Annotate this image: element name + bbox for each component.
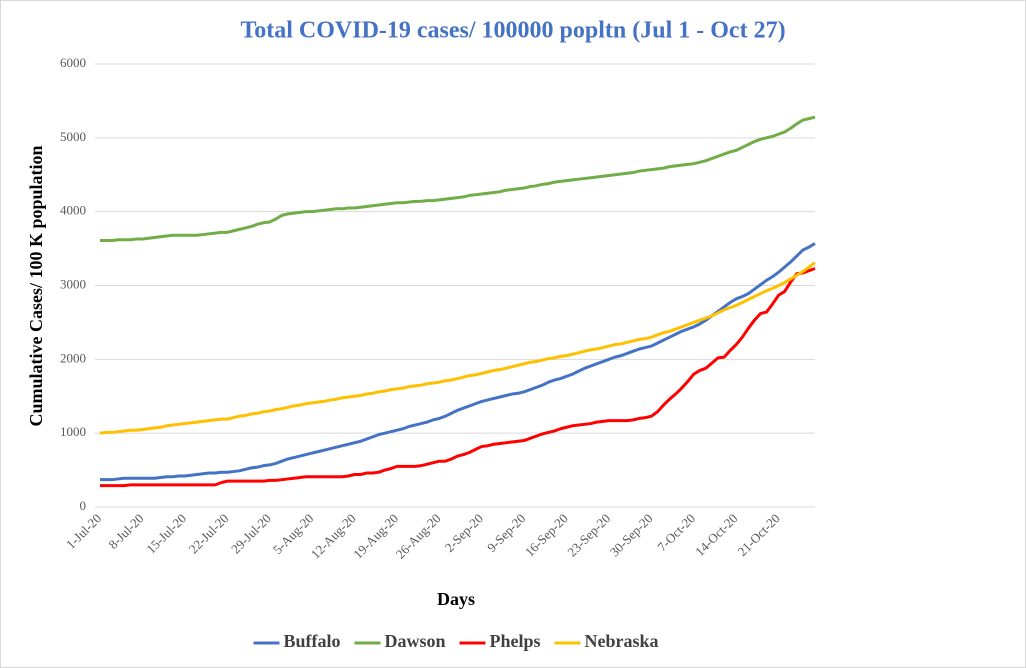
chart-title: Total COVID-19 cases/ 100000 popltn (Jul… xyxy=(240,18,785,44)
legend-label: Phelps xyxy=(490,631,541,651)
series-line xyxy=(100,115,816,242)
y-tick-label: 0 xyxy=(80,498,87,513)
series-line xyxy=(100,242,816,482)
legend-label: Buffalo xyxy=(283,631,340,651)
legend-label: Dawson xyxy=(384,631,445,651)
legend-label: Nebraska xyxy=(585,631,659,651)
y-tick-label: 1000 xyxy=(60,424,86,439)
y-tick-label: 2000 xyxy=(60,350,86,365)
series-line xyxy=(100,267,816,488)
y-tick-label: 6000 xyxy=(60,55,86,70)
y-tick-label: 3000 xyxy=(60,276,86,291)
series-line xyxy=(99,261,816,435)
y-axis-label: Cumulative Cases/ 100 K population xyxy=(26,145,46,426)
y-tick-label: 4000 xyxy=(60,203,86,218)
y-tick-label: 5000 xyxy=(60,129,86,144)
x-axis-label: Days xyxy=(437,589,475,609)
